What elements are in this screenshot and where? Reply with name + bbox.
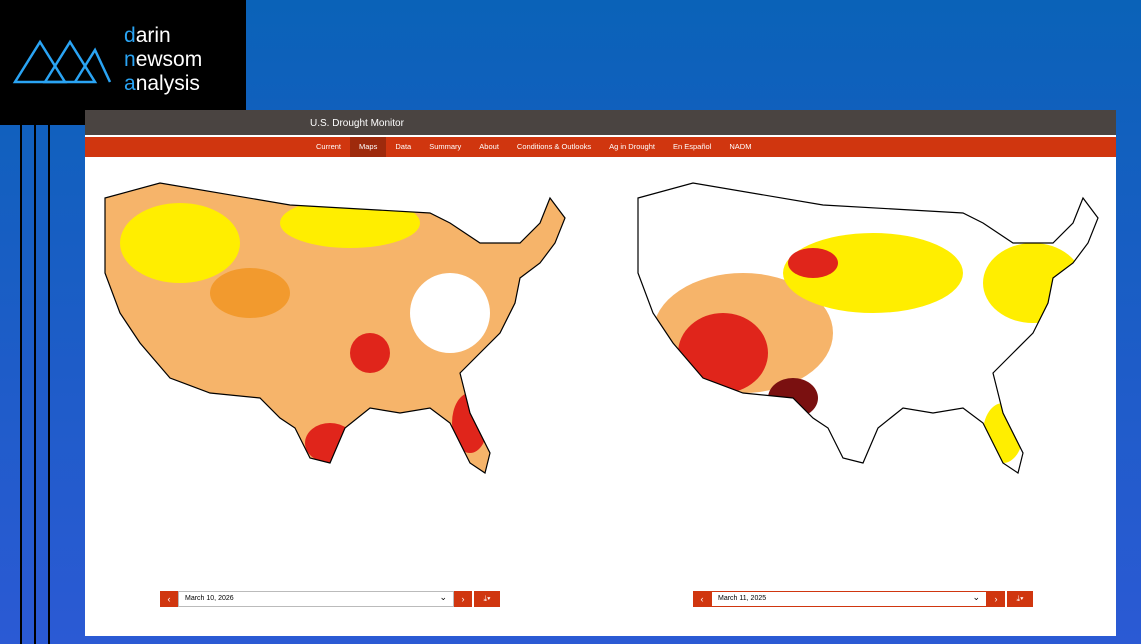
date-select[interactable]: March 11, 2025	[711, 590, 987, 607]
next-button[interactable]: ›	[987, 591, 1005, 607]
nav-item[interactable]: Maps	[350, 137, 387, 157]
nav-bar: Current Maps Data Summary About Conditions & …	[85, 137, 1116, 157]
decor-line	[48, 125, 50, 644]
logo-icon	[12, 39, 112, 84]
logo-line: darin	[124, 24, 171, 47]
site-title: U.S. Drought Monitor	[310, 118, 404, 129]
nav-item[interactable]: En Español	[673, 142, 712, 151]
nav-item[interactable]: NADM	[729, 142, 752, 151]
logo-text: darin newsom analysis	[124, 24, 202, 96]
next-button[interactable]: ›	[454, 591, 472, 607]
nav-item[interactable]: Current	[316, 142, 342, 151]
prev-button[interactable]: ‹	[693, 591, 711, 607]
decor-line	[34, 125, 36, 644]
screenshot: U.S. Drought Monitor Current Maps Data Summ…	[85, 110, 1116, 636]
map-2025	[637, 182, 1099, 474]
prev-button[interactable]: ‹	[160, 591, 178, 607]
logo-line: newsom	[124, 48, 203, 71]
download-button[interactable]: ⤓▾	[474, 591, 500, 607]
date-control: ‹ March 11, 2025 › ⤓▾	[693, 590, 1033, 607]
nav-item[interactable]: Ag in Drought	[609, 142, 655, 151]
nav-item[interactable]: Conditions & Outlooks	[516, 142, 592, 151]
nav-item[interactable]: Summary	[429, 142, 462, 151]
logo-line: analysis	[124, 72, 200, 95]
maps	[104, 182, 1099, 474]
download-button[interactable]: ⤓▾	[1007, 591, 1033, 607]
header: U.S. Drought Monitor	[85, 110, 1116, 135]
nav-item[interactable]: About	[479, 142, 499, 151]
decor-line	[20, 125, 22, 644]
logo: darin newsom analysis	[0, 0, 246, 125]
nav-item[interactable]: Data	[395, 142, 412, 151]
map-2026	[104, 182, 566, 474]
date-select[interactable]: March 10, 2026	[178, 590, 454, 607]
date-control: ‹ March 10, 2026 › ⤓▾	[160, 590, 500, 607]
